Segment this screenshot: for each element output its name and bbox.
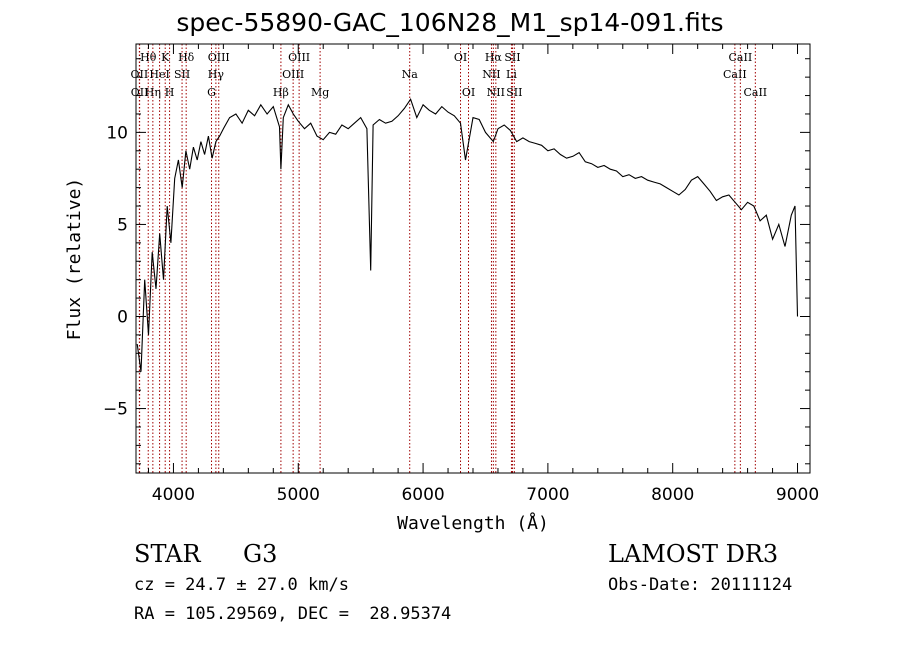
line-label: Na [402, 68, 419, 81]
x-tick-label: 4000 [152, 485, 195, 505]
obs-date: Obs-Date: 20111124 [608, 575, 793, 595]
line-labels: Hθ OII OII K HeI Hη H Hδ SII OIII Hγ G Hβ OIII OIII Mg N… [131, 51, 768, 99]
y-tick-label: −5 [103, 400, 128, 420]
axis-ticks: 4000 5000 6000 7000 8000 9000 −5 0 5 10 [103, 44, 819, 505]
line-label: CaII [729, 51, 753, 64]
survey-name: LAMOST DR3 [608, 540, 779, 568]
line-label: K [161, 51, 170, 64]
y-tick-label: 10 [106, 123, 128, 143]
line-label: Hη [145, 86, 161, 99]
line-markers [138, 44, 756, 473]
line-label: SII [174, 68, 190, 81]
line-label: CaII [723, 68, 747, 81]
line-label: OI [454, 51, 467, 64]
line-label: OI [462, 86, 475, 99]
line-label: NII [482, 68, 500, 81]
redshift-info: cz = 24.7 ± 27.0 km/s [134, 575, 349, 595]
line-label: HeI [149, 68, 169, 81]
line-label: OIII [282, 68, 304, 81]
line-label: Hγ [208, 68, 225, 81]
x-tick-label: 5000 [277, 485, 320, 505]
x-tick-label: 9000 [776, 485, 819, 505]
line-label: Li [506, 68, 517, 81]
line-label: CaII [743, 86, 767, 99]
line-label: SII [504, 51, 520, 64]
y-axis-label: Flux (relative) [64, 178, 85, 341]
line-label: NII [487, 86, 505, 99]
x-axis-label: Wavelength (Å) [397, 512, 549, 534]
line-label: H [165, 86, 175, 99]
object-class: STAR [134, 540, 201, 568]
y-tick-label: 5 [117, 215, 128, 235]
line-label: OIII [288, 51, 310, 64]
line-label: Hδ [178, 51, 195, 64]
spectrum-line [136, 97, 799, 372]
object-subclass: G3 [243, 540, 278, 568]
x-tick-label: 7000 [526, 485, 569, 505]
line-label: Hβ [273, 86, 289, 99]
line-label: OIII [208, 51, 230, 64]
x-tick-label: 8000 [651, 485, 694, 505]
line-label: OII [131, 68, 149, 81]
line-label: Hθ [140, 51, 157, 64]
x-tick-label: 6000 [401, 485, 444, 505]
ra-dec: RA = 105.29569, DEC = 28.95374 [134, 604, 452, 624]
plot-frame [135, 43, 811, 474]
y-tick-label: 0 [117, 307, 128, 327]
line-label: Hα [485, 51, 503, 64]
line-label: SII [506, 86, 522, 99]
chart-title: spec-55890-GAC_106N28_M1_sp14-091.fits [176, 8, 724, 37]
line-label: G [207, 86, 216, 99]
line-label: Mg [311, 86, 329, 99]
line-label: OII [131, 86, 149, 99]
